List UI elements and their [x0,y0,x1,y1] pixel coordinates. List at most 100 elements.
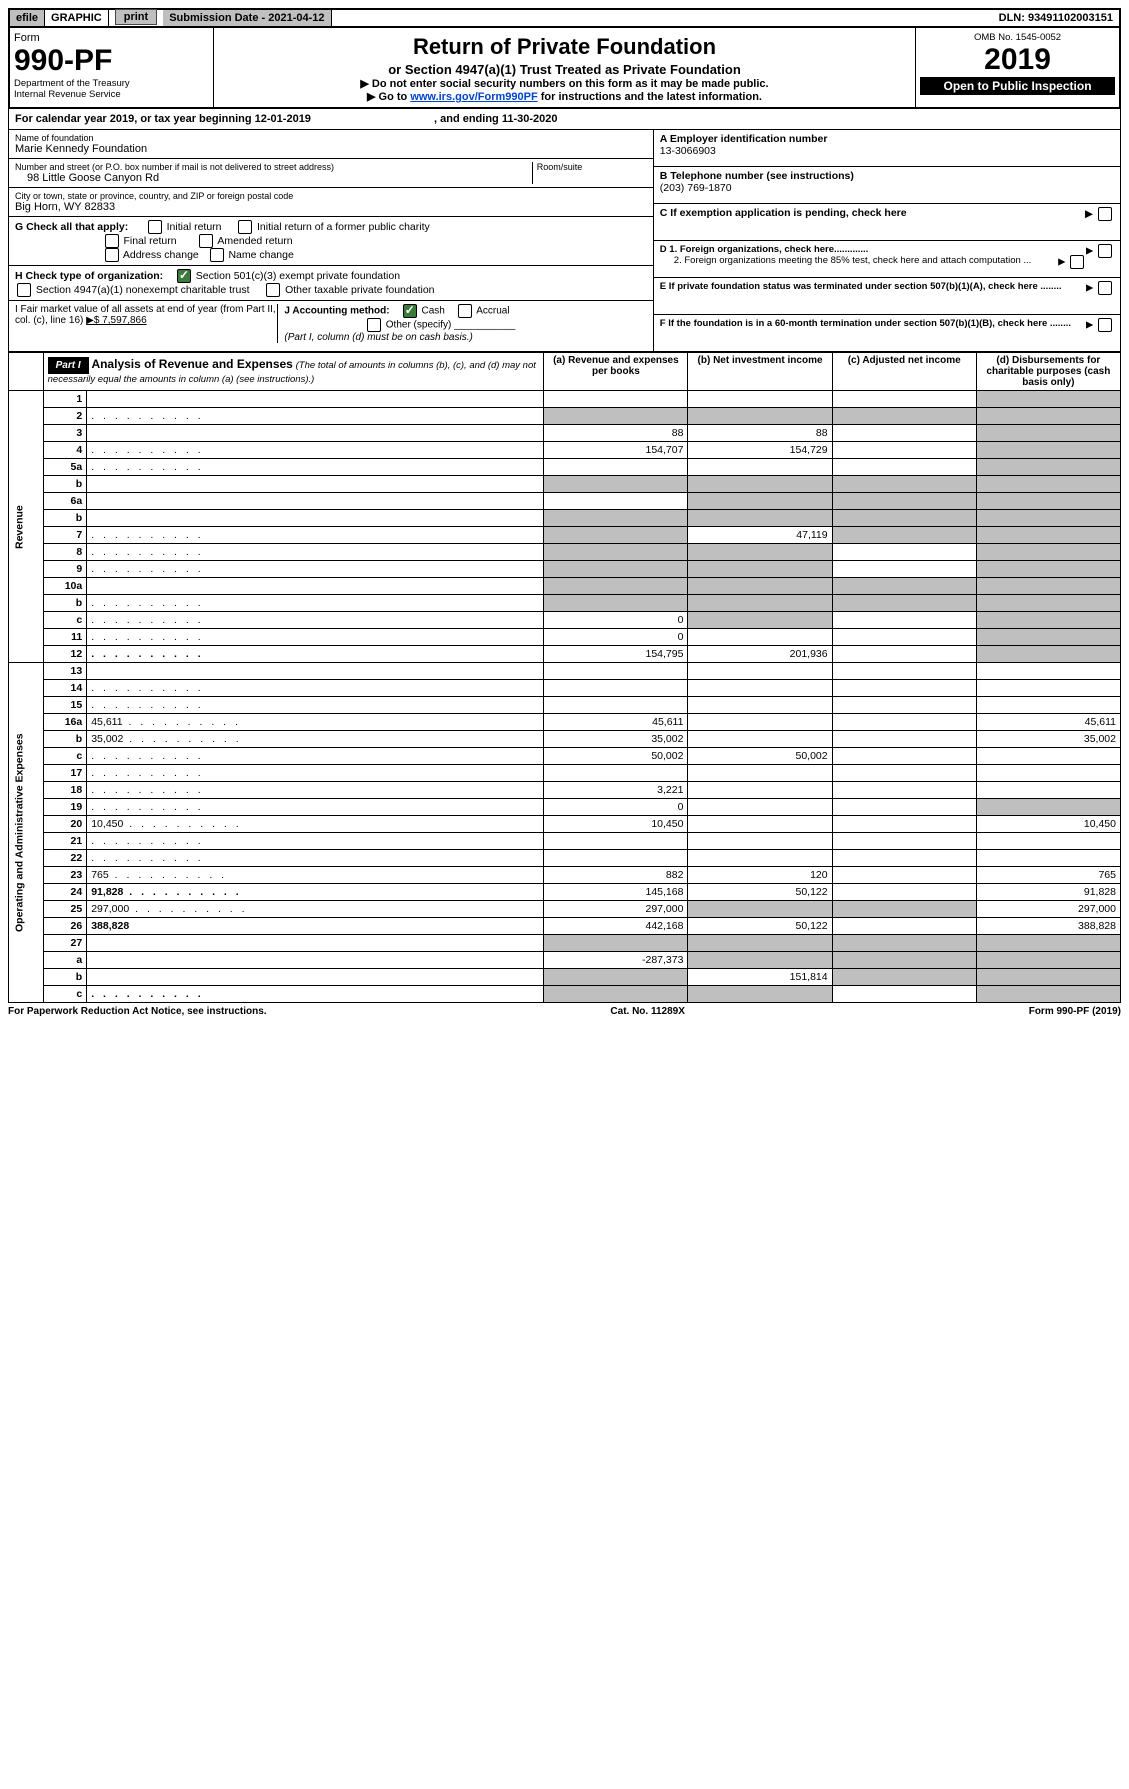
chk-accrual[interactable] [458,304,472,318]
line-number: 20 [43,816,87,833]
line-desc: 388,828 [87,918,544,935]
line-number: 21 [43,833,87,850]
amount-cell [544,969,688,986]
table-row: b [9,476,1121,493]
amount-cell [832,952,976,969]
amount-cell [976,748,1120,765]
chk-501c3[interactable] [177,269,191,283]
irs-link[interactable]: www.irs.gov/Form990PF [410,91,537,103]
chk-amended[interactable] [199,234,213,248]
irs-label: Internal Revenue Service [14,89,209,100]
amount-cell [688,850,832,867]
line-number: 4 [43,442,87,459]
amount-cell [544,680,688,697]
amount-cell [832,459,976,476]
line-desc [87,612,544,629]
table-row: 17 [9,765,1121,782]
table-row: 9 [9,561,1121,578]
amount-cell: 297,000 [976,901,1120,918]
amount-cell [688,510,832,527]
amount-cell: 154,707 [544,442,688,459]
amount-cell [544,527,688,544]
amount-cell [832,697,976,714]
name-cell: Name of foundation Marie Kennedy Foundat… [9,130,653,159]
chk-other-acct[interactable] [367,318,381,332]
h-cell: H Check type of organization: Section 50… [9,266,653,301]
room-lbl: Room/suite [537,162,647,172]
table-row: 15 [9,697,1121,714]
amount-cell: 442,168 [544,918,688,935]
table-row: 26388,828442,16850,122388,828 [9,918,1121,935]
table-row: 22 [9,850,1121,867]
line-desc: 45,611 [87,714,544,731]
table-row: c [9,986,1121,1003]
revenue-section-label: Revenue [9,391,44,663]
amount-cell [976,697,1120,714]
addr-cell: Number and street (or P.O. box number if… [9,159,653,188]
col-d: (d) Disbursements for charitable purpose… [976,353,1120,391]
chk-initial-former[interactable] [238,220,252,234]
note2-pre: ▶ Go to [367,91,410,103]
foundation-city: Big Horn, WY 82833 [15,201,647,213]
chk-name-change[interactable] [210,248,224,262]
line-desc [87,561,544,578]
note2-post: for instructions and the latest informat… [538,91,762,103]
chk-4947[interactable] [17,283,31,297]
amount-cell [544,595,688,612]
amount-cell [688,816,832,833]
chk-final[interactable] [105,234,119,248]
chk-e[interactable] [1098,281,1112,295]
footer-mid: Cat. No. 11289X [610,1006,684,1017]
amount-cell [976,493,1120,510]
amount-cell [544,833,688,850]
chk-other-tax[interactable] [266,283,280,297]
col-c: (c) Adjusted net income [832,353,976,391]
line-desc [87,833,544,850]
line-desc [87,680,544,697]
amount-cell [976,833,1120,850]
line-desc: 297,000 [87,901,544,918]
amount-cell [976,629,1120,646]
amount-cell [688,663,832,680]
d-cell: D 1. Foreign organizations, check here..… [654,241,1120,278]
amount-cell [688,952,832,969]
a-cell: A Employer identification number 13-3066… [654,130,1120,167]
chk-d2[interactable] [1070,255,1084,269]
table-row: 2491,828145,16850,12291,828 [9,884,1121,901]
line-number: 9 [43,561,87,578]
amount-cell [832,510,976,527]
amount-cell [976,663,1120,680]
table-row: 8 [9,544,1121,561]
amount-cell [544,476,688,493]
amount-cell [976,408,1120,425]
chk-c[interactable] [1098,207,1112,221]
amount-cell [832,527,976,544]
print-button[interactable]: print [115,9,157,25]
line-number: 23 [43,867,87,884]
line-desc [87,952,544,969]
amount-cell [688,612,832,629]
chk-addr-change[interactable] [105,248,119,262]
form-word: Form [14,32,209,44]
line-desc [87,476,544,493]
chk-initial[interactable] [148,220,162,234]
amount-cell [976,850,1120,867]
expense-section-label: Operating and Administrative Expenses [9,663,44,1003]
i-amount: ▶$ 7,597,866 [86,315,147,326]
table-row: 4154,707154,729 [9,442,1121,459]
amount-cell [976,510,1120,527]
amount-cell [976,680,1120,697]
top-bar: efile GRAPHIC print Submission Date - 20… [8,8,1121,28]
line-number: 10a [43,578,87,595]
amount-cell [976,799,1120,816]
chk-f[interactable] [1098,318,1112,332]
line-desc [87,544,544,561]
chk-cash[interactable] [403,304,417,318]
amount-cell [688,493,832,510]
c-cell: C If exemption application is pending, c… [654,204,1120,241]
table-row: c50,00250,002 [9,748,1121,765]
amount-cell [832,816,976,833]
entity-grid: Name of foundation Marie Kennedy Foundat… [8,130,1121,352]
calendar-year-row: For calendar year 2019, or tax year begi… [8,109,1121,130]
chk-d1[interactable] [1098,244,1112,258]
